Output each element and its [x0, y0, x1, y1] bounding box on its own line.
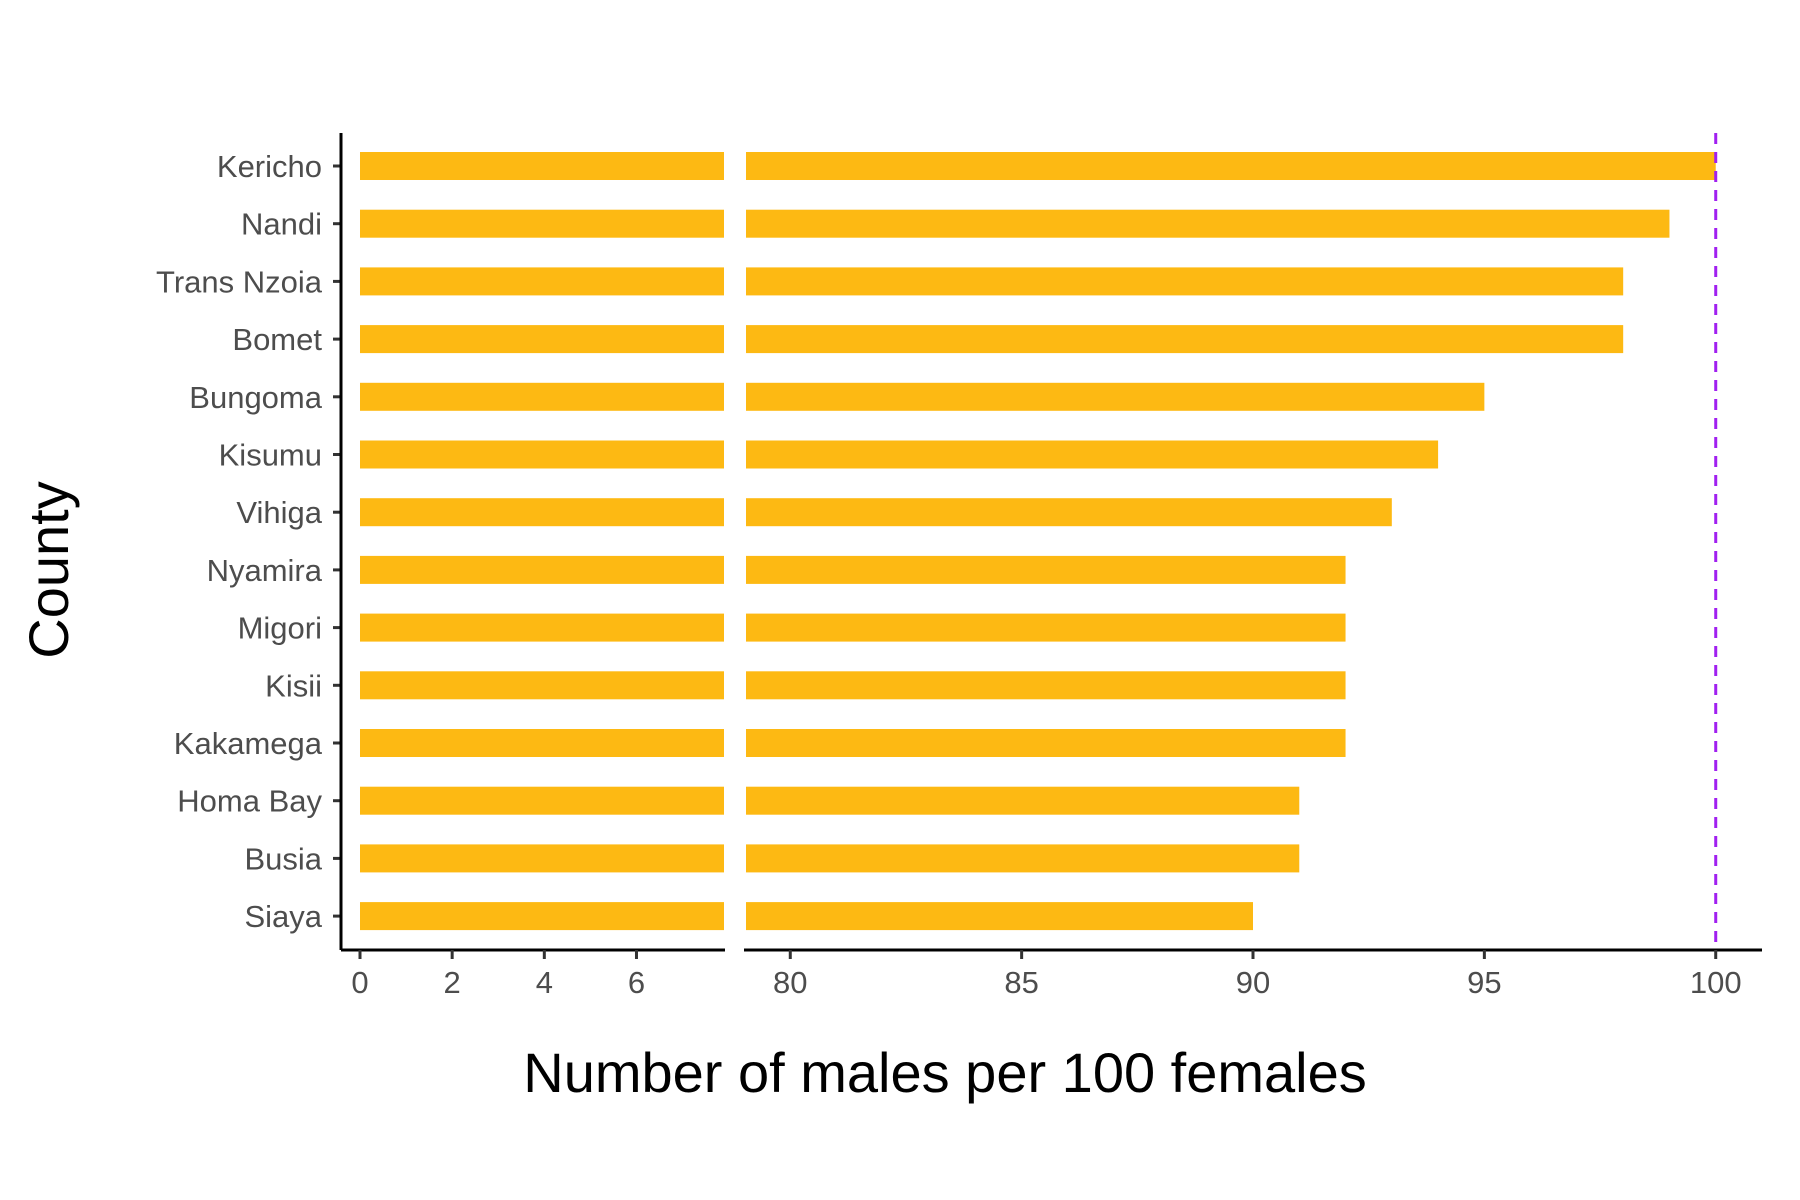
x-tick-label-90: 90 — [1236, 965, 1270, 1000]
bar-left-siaya — [360, 902, 724, 931]
y-tick-label-kakamega: Kakamega — [174, 726, 323, 761]
bar-vihiga — [746, 498, 1392, 527]
y-tick-label-trans-nzoia: Trans Nzoia — [156, 264, 323, 299]
x-tick-label-100: 100 — [1690, 965, 1742, 1000]
y-tick-label-busia: Busia — [244, 841, 322, 876]
y-tick-label-kericho: Kericho — [217, 149, 322, 184]
bar-left-trans-nzoia — [360, 267, 724, 296]
x-tick-label-4: 4 — [536, 965, 553, 1000]
bar-left-homa-bay — [360, 786, 724, 815]
bar-left-kakamega — [360, 729, 724, 757]
bar-left-busia — [360, 844, 724, 873]
bar-left-bungoma — [360, 382, 724, 411]
x-tick-label-0: 0 — [351, 965, 368, 1000]
y-axis-title: County — [17, 481, 80, 658]
bar-left-kericho — [360, 152, 724, 180]
bar-bungoma — [746, 382, 1485, 411]
bar-left-migori — [360, 613, 724, 642]
x-tick-label-85: 85 — [1004, 965, 1038, 1000]
x-tick-label-95: 95 — [1467, 965, 1501, 1000]
bar-left-kisii — [360, 671, 724, 700]
y-tick-label-bungoma: Bungoma — [189, 380, 322, 415]
bar-bomet — [746, 325, 1624, 354]
bar-nyamira — [746, 555, 1346, 584]
x-tick-label-6: 6 — [628, 965, 645, 1000]
bar-kericho — [746, 152, 1716, 180]
bar-left-kisumu — [360, 440, 724, 469]
y-tick-labels: Kericho Nandi Trans Nzoia Bomet Bungoma Kisum… — [156, 149, 323, 934]
y-tick-label-migori: Migori — [238, 611, 322, 646]
bar-left-nyamira — [360, 555, 724, 584]
bar-left-vihiga — [360, 498, 724, 527]
bar-left-nandi — [360, 209, 724, 238]
x-tick-labels: 0 2 4 6 80 85 90 95 100 — [351, 965, 1741, 1000]
bar-busia — [746, 844, 1300, 873]
y-tick-label-kisumu: Kisumu — [219, 438, 322, 473]
y-tick-label-siaya: Siaya — [244, 899, 322, 934]
bar-trans-nzoia — [746, 267, 1624, 296]
bar-kisii — [746, 671, 1346, 700]
bar-left-bomet — [360, 325, 724, 354]
y-tick-label-bomet: Bomet — [232, 322, 322, 357]
bar-siaya — [746, 902, 1253, 931]
y-tick-label-kisii: Kisii — [265, 668, 322, 703]
bars-group — [360, 152, 1716, 931]
y-tick-label-nandi: Nandi — [241, 207, 322, 242]
x-tick-label-80: 80 — [773, 965, 807, 1000]
y-tick-label-vihiga: Vihiga — [236, 495, 322, 530]
bar-kakamega — [746, 729, 1346, 757]
x-tick-label-2: 2 — [444, 965, 461, 1000]
bar-nandi — [746, 209, 1670, 238]
axes-group — [333, 133, 1762, 959]
x-axis-title: Number of males per 100 females — [523, 1041, 1367, 1104]
bar-kisumu — [746, 440, 1439, 469]
bar-homa-bay — [746, 786, 1300, 815]
y-tick-label-nyamira: Nyamira — [207, 553, 323, 588]
y-tick-label-homa-bay: Homa Bay — [177, 784, 322, 819]
bar-migori — [746, 613, 1346, 642]
